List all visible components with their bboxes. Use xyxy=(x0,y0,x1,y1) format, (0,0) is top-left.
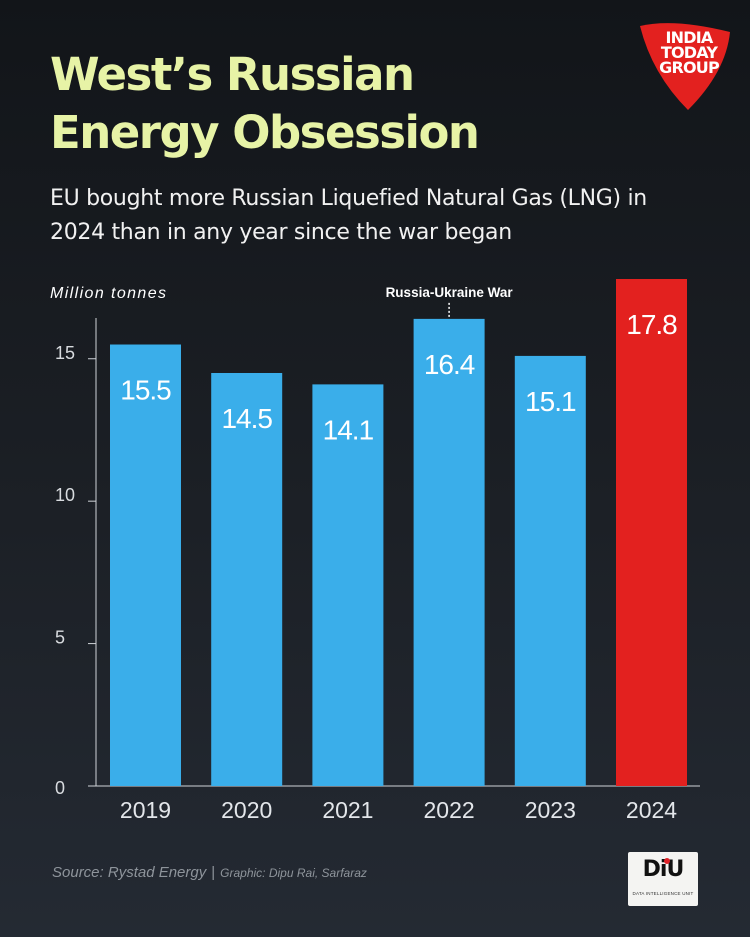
x-tick-label-2022: 2022 xyxy=(424,797,475,823)
footer: Source: Rystad Energy | Graphic: Dipu Rai,… xyxy=(52,864,367,881)
y-axis-label: Million tonnes xyxy=(50,285,167,302)
india-today-logo-shape xyxy=(640,23,730,110)
x-tick-label-2019: 2019 xyxy=(120,797,171,823)
y-tick-label-15: 15 xyxy=(55,343,75,363)
bar-2024 xyxy=(616,279,687,786)
x-tick-label-2021: 2021 xyxy=(322,797,373,823)
subtitle: EU bought more Russian Liquefied Natural… xyxy=(50,186,647,245)
footer-separator: | xyxy=(211,864,216,881)
bar-2021 xyxy=(312,384,384,786)
data-label-2024: 17.8 xyxy=(626,309,677,340)
y-tick-label-10: 10 xyxy=(55,485,75,505)
india-today-logo: INDIA TODAY GROUP xyxy=(659,28,720,77)
annotation-label: Russia-Ukraine War xyxy=(386,285,514,300)
x-tick-label-2020: 2020 xyxy=(221,797,272,823)
y-tick-label-0: 0 xyxy=(55,778,65,798)
x-tick-label-2023: 2023 xyxy=(525,797,576,823)
data-label-2023: 15.1 xyxy=(525,386,576,417)
bar-2023 xyxy=(514,355,586,786)
data-label-2022: 16.4 xyxy=(424,349,475,380)
x-tick-label-2024: 2024 xyxy=(626,797,677,823)
bar-2019 xyxy=(110,344,181,786)
data-label-2021: 14.1 xyxy=(323,414,374,445)
diu-badge-subtitle: DATA INTELLIGENCE UNIT xyxy=(632,891,694,896)
diu-badge: DiU DATA INTELLIGENCE UNIT xyxy=(628,852,698,906)
title-line-2: Energy Obsession xyxy=(50,106,480,159)
source-text: Source: Rystad Energy xyxy=(52,864,207,881)
data-label-2020: 14.5 xyxy=(221,403,272,434)
diu-dot-icon xyxy=(664,858,670,864)
title-line-1: West’s Russian xyxy=(50,48,415,101)
page-title: West’s Russian Energy Obsession xyxy=(50,46,480,162)
bar-2022 xyxy=(413,318,485,786)
y-tick-label-5: 5 xyxy=(55,628,65,648)
credit-text: Graphic: Dipu Rai, Sarfaraz xyxy=(220,866,367,880)
data-label-2019: 15.5 xyxy=(120,375,171,406)
bar-chart: Million tonnes 0 5 10 15 15.5 2019 14.5 2020 14.1… xyxy=(50,279,700,823)
bar-2020 xyxy=(211,372,283,786)
diu-badge-text: DiU xyxy=(642,857,685,882)
